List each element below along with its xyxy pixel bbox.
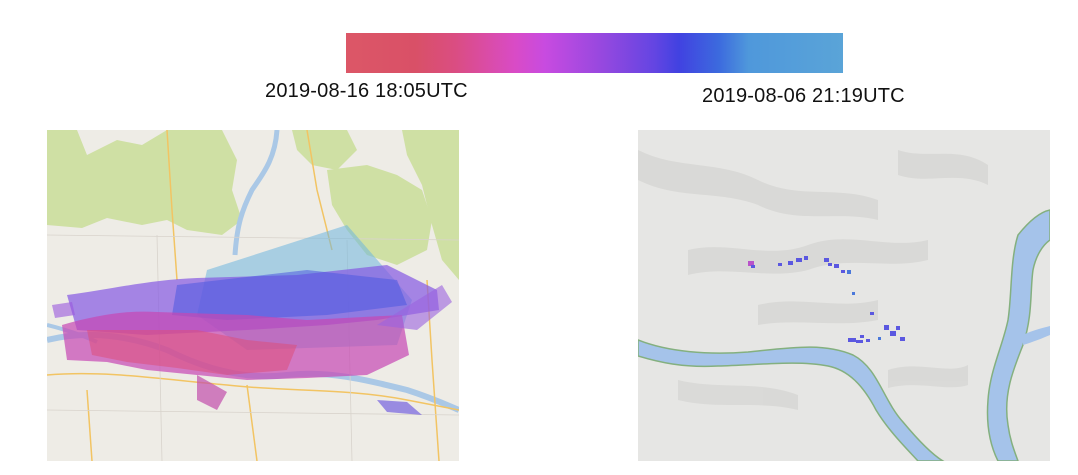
detection-points	[748, 256, 905, 343]
colorbar-start-label: 2019-08-16 18:05UTC	[265, 80, 468, 102]
time-colorbar	[346, 33, 843, 73]
river-right	[986, 209, 1050, 461]
river	[638, 209, 1050, 461]
swath-red	[87, 330, 297, 375]
swath-blue	[172, 270, 407, 320]
river-lower	[638, 339, 945, 461]
local-detection-map	[638, 130, 1050, 461]
regional-overlay-map	[47, 130, 459, 461]
colorbar-end-label: 2019-08-06 21:19UTC	[702, 85, 905, 107]
roads	[47, 130, 459, 461]
detection-swaths	[52, 225, 452, 415]
